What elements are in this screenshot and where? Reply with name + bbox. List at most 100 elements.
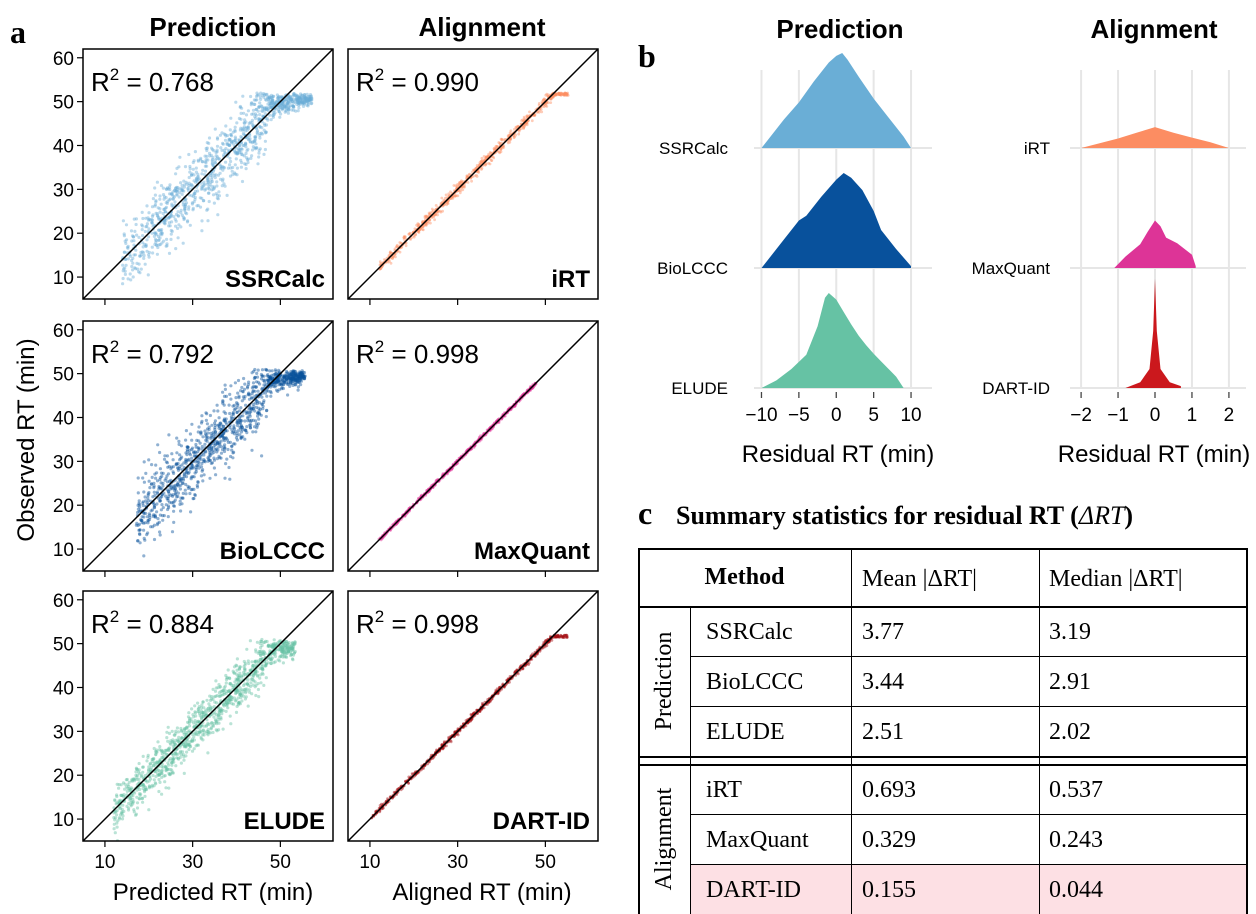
panel-label-b: b [638, 38, 656, 74]
y-tick-label: 40 [53, 136, 74, 157]
x-tick-label: 50 [535, 852, 556, 873]
plot-frame [347, 48, 599, 300]
x-tick-label: 30 [182, 852, 203, 873]
identity-line [83, 49, 333, 299]
r-squared-value: = 0.884 [119, 609, 214, 639]
y-tick-label: 60 [53, 49, 74, 70]
y-tick-label: 20 [53, 766, 74, 787]
scatter-panel-biolccc: 10 20 30 40 50 60 R2 = 0.792 BioLCCC [53, 320, 334, 577]
ridge-title-prediction: Prediction [776, 14, 903, 44]
ridge-label: SSRCalc [659, 139, 728, 158]
r-squared-superscript: 2 [375, 607, 384, 626]
x-tick-label: 10 [359, 852, 380, 873]
table-title-suffix: ) [1124, 501, 1133, 530]
y-tick-label: 40 [53, 408, 74, 429]
density-maxquant [1114, 220, 1196, 268]
plot-frame [82, 320, 334, 572]
y-tick-label: 30 [53, 452, 74, 473]
r-squared-prefix: R [91, 609, 110, 639]
col-title-prediction: Prediction [149, 12, 276, 42]
density-ssrcalc [761, 53, 911, 148]
table-title-prefix: Summary statistics for residual RT ( [676, 501, 1079, 530]
r-squared-prefix: R [91, 339, 110, 369]
y-tick-label: 20 [53, 496, 74, 517]
col-title-alignment: Alignment [418, 12, 545, 42]
r-squared-label: R2 = 0.998 [356, 607, 479, 639]
r-squared-label: R2 = 0.990 [356, 65, 479, 97]
x-axis-label-aligned: Aligned RT (min) [392, 879, 571, 906]
r-squared-prefix: R [356, 67, 375, 97]
ridge-label: BioLCCC [657, 259, 728, 278]
x-tick-label: 50 [270, 852, 291, 873]
scatter-panel-elude: 10 20 30 40 50 60 10 30 50 R2 = 0.884 ELUDE [53, 590, 334, 873]
r-squared-label: R2 = 0.884 [91, 607, 214, 639]
ridge-tick-label: −10 [745, 405, 777, 426]
method-label: SSRCalc [225, 266, 325, 293]
identity-line [83, 591, 333, 841]
y-tick-label: 20 [53, 224, 74, 245]
ridge-label: DART-ID [982, 379, 1050, 398]
r-squared-value: = 0.998 [384, 339, 479, 369]
scatter-panel-ssrcalc: 10 20 30 40 50 60 R2 = 0.768 SSRCalc [53, 48, 334, 305]
scatter-points [377, 91, 570, 271]
y-tick-label: 10 [53, 810, 74, 831]
ridge-tick-label: −5 [788, 405, 810, 426]
scatter-panel-irt: R2 = 0.990 iRT [347, 48, 599, 305]
scatter-points [370, 633, 569, 820]
method-label: ELUDE [244, 808, 325, 835]
density-dart-id [1125, 278, 1181, 388]
x-tick-label: 10 [94, 852, 115, 873]
ridge-xlabel-alignment: Residual RT (min) [1058, 441, 1251, 468]
ridge-tick-label: 2 [1224, 405, 1235, 426]
ridge-tick-label: 0 [1150, 405, 1161, 426]
plot-frame [82, 590, 334, 842]
ridge-label: iRT [1024, 139, 1050, 158]
method-label: BioLCCC [220, 538, 325, 565]
ridge-group-prediction: SSRCalc BioLCCC ELUDE −10 −5 0 5 10 [657, 53, 932, 426]
r-squared-superscript: 2 [110, 65, 119, 84]
scatter-points [120, 91, 314, 286]
scatter-points [112, 637, 297, 841]
method-label: DART-ID [493, 808, 590, 835]
r-squared-prefix: R [356, 339, 375, 369]
identity-line [348, 321, 598, 571]
ridge-tick-label: 10 [900, 405, 921, 426]
r-squared-superscript: 2 [110, 337, 119, 356]
identity-line [83, 321, 333, 571]
y-tick-label: 50 [53, 93, 74, 114]
scatter-panel-maxquant: R2 = 0.998 MaxQuant [347, 320, 599, 577]
ridge-group-alignment: iRT MaxQuant DART-ID −2 −1 0 1 2 [972, 70, 1246, 426]
ridge-xlabel-prediction: Residual RT (min) [742, 441, 935, 468]
r-squared-label: R2 = 0.792 [91, 337, 214, 369]
x-axis-label-predicted: Predicted RT (min) [113, 879, 314, 906]
r-squared-label: R2 = 0.998 [356, 337, 479, 369]
r-squared-value: = 0.990 [384, 67, 479, 97]
density-elude [761, 293, 904, 388]
ridge-title-alignment: Alignment [1090, 14, 1217, 44]
ridge-tick-label: 1 [1187, 405, 1198, 426]
r-squared-value: = 0.768 [119, 67, 214, 97]
x-tick-label: 30 [447, 852, 468, 873]
table-title-symbol: ΔRT [1078, 501, 1126, 530]
ridge-tick-label: 0 [831, 405, 842, 426]
r-squared-value: = 0.792 [119, 339, 214, 369]
density-biolccc [761, 173, 911, 268]
panel-label-c: c [638, 495, 652, 531]
r-squared-prefix: R [356, 609, 375, 639]
method-label: iRT [551, 266, 590, 293]
y-tick-label: 30 [53, 180, 74, 201]
y-tick-label: 60 [53, 321, 74, 342]
panel-label-a: a [10, 14, 26, 50]
r-squared-value: = 0.998 [384, 609, 479, 639]
plot-frame [82, 48, 334, 300]
y-axis-label: Observed RT (min) [13, 338, 40, 541]
y-tick-label: 30 [53, 722, 74, 743]
ridge-tick-label: −2 [1070, 405, 1092, 426]
scatter-panel-dart-id: 10 30 50 R2 = 0.998 DART-ID [347, 590, 599, 873]
y-tick-label: 40 [53, 678, 74, 699]
ridge-tick-label: 5 [868, 405, 879, 426]
plot-frame [347, 590, 599, 842]
y-tick-label: 60 [53, 591, 74, 612]
